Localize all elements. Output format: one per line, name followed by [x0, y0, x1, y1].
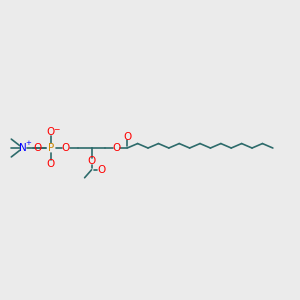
Text: −: −: [53, 125, 59, 134]
Text: O: O: [123, 132, 131, 142]
Text: O: O: [112, 143, 120, 153]
Text: O: O: [87, 156, 96, 166]
Text: O: O: [47, 159, 55, 169]
Text: O: O: [33, 143, 41, 153]
Text: +: +: [25, 140, 31, 146]
Text: O: O: [47, 127, 55, 137]
Text: N: N: [19, 143, 27, 153]
Text: P: P: [48, 143, 54, 153]
Text: O: O: [97, 165, 106, 175]
Text: O: O: [62, 143, 70, 153]
